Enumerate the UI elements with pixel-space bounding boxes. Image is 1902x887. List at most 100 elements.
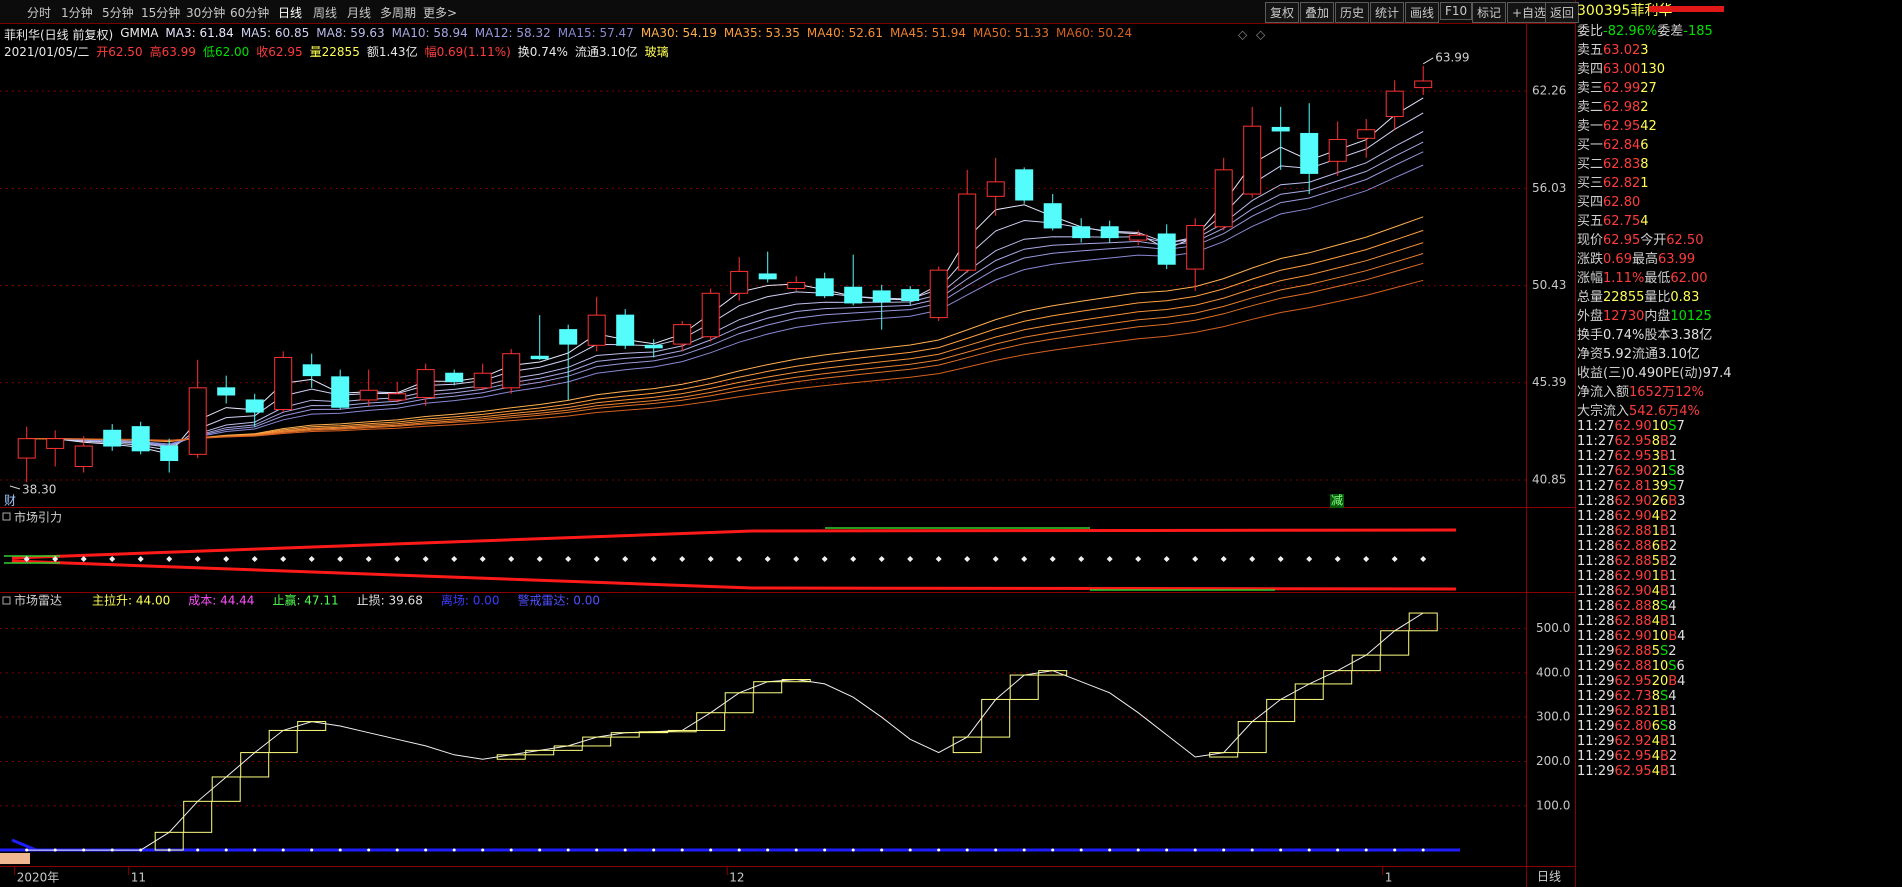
- tick-side: B: [1659, 734, 1669, 749]
- gravity-dot: [194, 556, 201, 562]
- period-tab[interactable]: 分时: [27, 6, 52, 20]
- period-tab[interactable]: 5分钟: [102, 6, 134, 20]
- period-tab[interactable]: 60分钟: [230, 6, 270, 20]
- baseline-tail: [11, 838, 37, 852]
- candle-body: [388, 393, 407, 401]
- tool-button[interactable]: 返回: [1545, 2, 1580, 23]
- period-tab[interactable]: 30分钟: [186, 6, 226, 20]
- tool-button[interactable]: 复权: [1265, 2, 1300, 23]
- gravity-dot: [536, 556, 543, 562]
- radar-step: [1237, 721, 1267, 754]
- stat-value: 3.38亿: [1670, 328, 1713, 343]
- stock-title: 菲利华(日线 前复权): [4, 28, 114, 42]
- y-tick-label: 62.26: [1532, 84, 1566, 98]
- candle-body: [17, 438, 36, 459]
- tick-count: 2: [1668, 644, 1677, 659]
- tool-button[interactable]: F10: [1440, 2, 1473, 20]
- info-item: 量22855: [309, 45, 360, 59]
- flow-amount: 1652万: [1629, 385, 1676, 400]
- tick-volume: 5: [1651, 554, 1660, 569]
- tool-button[interactable]: 历史: [1335, 2, 1370, 23]
- book-volume: 6: [1640, 138, 1649, 153]
- stat-label: 最高: [1631, 252, 1658, 267]
- radar-dot: [566, 848, 570, 852]
- stat-label: 外盘: [1577, 309, 1604, 324]
- tool-button[interactable]: 叠加: [1300, 2, 1335, 23]
- radar-dot: [1165, 848, 1169, 852]
- legend-item: 止损: 39.68: [357, 594, 423, 608]
- quote-row: 11:2762.9010S7: [1577, 419, 1902, 434]
- book-price: 62.98: [1603, 100, 1641, 115]
- radar-step: [753, 681, 783, 694]
- event-marker: 减: [1331, 494, 1343, 508]
- book-volume: 2: [1640, 100, 1649, 115]
- gravity-dot: [109, 556, 116, 562]
- tick-time: 11:28: [1577, 599, 1615, 614]
- panel-title: 市场引力: [14, 510, 62, 525]
- tool-button[interactable]: 画线: [1405, 2, 1440, 23]
- radar-step: [1408, 612, 1438, 632]
- period-tab[interactable]: 日线: [278, 6, 303, 20]
- ma-label: MA50: 51.33: [973, 26, 1050, 40]
- quote-row: 11:2862.886B2: [1577, 539, 1902, 554]
- label: 委比: [1577, 24, 1604, 39]
- tool-button[interactable]: 标记: [1472, 2, 1507, 23]
- quote-row: 卖二62.982: [1577, 96, 1902, 115]
- tool-button[interactable]: +自选: [1507, 2, 1552, 23]
- candle-body: [1129, 234, 1148, 241]
- stat-label: 现价: [1577, 233, 1604, 248]
- quote-row: 11:2862.904B1: [1577, 584, 1902, 599]
- tick-price: 62.88: [1614, 644, 1652, 659]
- ma-label: MA45: 51.94: [889, 26, 966, 40]
- tick-count: 4: [1677, 674, 1686, 689]
- gravity-lower: [11, 559, 1457, 591]
- book-label: 买二: [1577, 157, 1604, 172]
- low-label: 38.30: [22, 483, 56, 497]
- candle-body: [815, 278, 834, 297]
- high-label: 63.99: [1435, 50, 1469, 64]
- chart-header: 菲利华(日线 前复权) GMMA MA3: 61.84 MA5: 60.85 MA8: …: [4, 26, 1132, 42]
- radar-step: [297, 721, 327, 731]
- stat-label: PE(动): [1663, 366, 1703, 381]
- stat-value: 63.99: [1657, 252, 1696, 267]
- tick-price: 62.90: [1614, 494, 1652, 509]
- radar-dot: [595, 848, 599, 852]
- period-marker: [0, 853, 30, 864]
- tick-price: 62.90: [1614, 584, 1652, 599]
- tick-count: 7: [1676, 479, 1685, 494]
- radar-step: [211, 776, 241, 802]
- quote-row: 涨跌0.69最高63.99: [1577, 248, 1902, 267]
- quote-row: 11:2962.924B1: [1577, 734, 1902, 749]
- quote-row: 11:2762.953B1: [1577, 449, 1902, 464]
- value: -82.96%: [1603, 24, 1658, 39]
- tick-volume: 4: [1651, 614, 1660, 629]
- period-tab[interactable]: 周线: [313, 6, 338, 20]
- gravity-dot: [736, 556, 743, 562]
- candle-body: [730, 270, 749, 294]
- gravity-dot: [1363, 556, 1370, 562]
- tick-count: 1: [1668, 449, 1678, 464]
- info-item: 高63.99: [149, 45, 196, 59]
- ma-line: [26, 262, 1424, 442]
- stat-value: 12730: [1603, 309, 1645, 324]
- y-tick-label: 56.03: [1532, 181, 1566, 195]
- gravity-dot: [251, 556, 258, 562]
- tool-button[interactable]: 统计: [1370, 2, 1405, 23]
- candle-body: [1385, 90, 1404, 118]
- period-tab[interactable]: 月线: [347, 6, 372, 20]
- tick-price: 62.82: [1614, 704, 1652, 719]
- period-tab[interactable]: 多周期: [380, 6, 417, 20]
- tick-side: B: [1659, 524, 1669, 539]
- tick-side: S: [1659, 599, 1669, 614]
- period-tab[interactable]: 更多>: [423, 6, 458, 20]
- y-tick-label: 100.0: [1536, 798, 1570, 812]
- period-tab[interactable]: 15分钟: [141, 6, 181, 20]
- tick-volume: 1: [1651, 569, 1660, 584]
- tick-price: 62.73: [1614, 689, 1652, 704]
- period-tab[interactable]: 1分钟: [61, 6, 93, 20]
- book-label: 买三: [1577, 176, 1604, 191]
- stat-label: 股本: [1644, 328, 1671, 343]
- candle-body: [1157, 233, 1176, 265]
- quote-row: 卖三62.9927: [1577, 77, 1902, 96]
